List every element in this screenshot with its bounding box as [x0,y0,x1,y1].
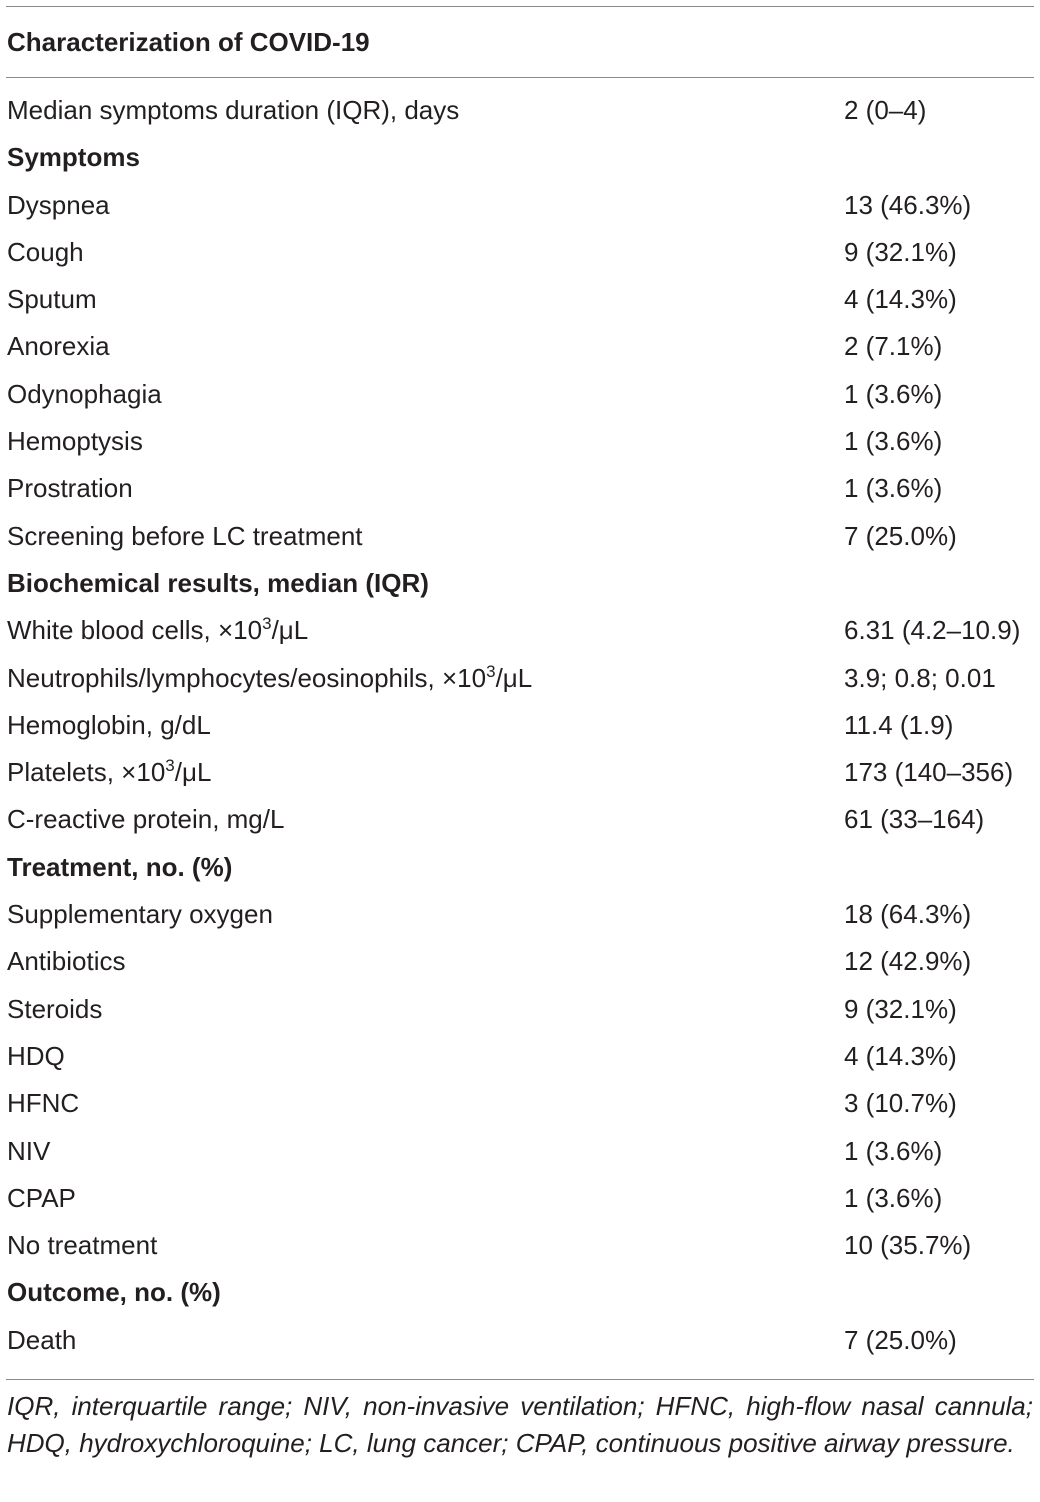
row-value: 2 (7.1%) [844,331,943,362]
row-label: Hemoptysis [7,426,143,457]
row-value: 1 (3.6%) [844,1182,943,1213]
row-value: 3 (10.7%) [844,1088,957,1119]
table-row: Cough 9 (32.1%) [0,230,1040,277]
table-row: Death 7 (25.0%) [0,1318,1040,1365]
row-value: 4 (14.3%) [844,1040,957,1071]
row-label-unit: /μL [174,757,212,788]
section-header-label: Biochemical results, median (IQR) [7,567,429,598]
row-label-superscript: 3 [486,661,496,681]
row-label: Supplementary oxygen [7,899,273,930]
row-value: 61 (33–164) [844,804,985,835]
section-header-row: Treatment, no. (%) [0,845,1040,892]
row-label: Odynophagia [7,378,162,409]
table-row: No treatment 10 (35.7%) [0,1223,1040,1270]
table-header-rule [6,77,1034,78]
section-header-label: Treatment, no. (%) [7,851,233,882]
row-label: Antibiotics [7,946,126,977]
table-bottom-rule [6,1379,1034,1380]
row-value: 1 (3.6%) [844,426,943,457]
table-row: Median symptoms duration (IQR), days 2 (0… [0,88,1040,135]
row-label: NIV [7,1135,51,1166]
table-row: White blood cells, ×103/μL 6.31 (4.2–10.9… [0,608,1040,655]
row-label: HDQ [7,1040,65,1071]
row-value: 1 (3.6%) [844,1135,943,1166]
row-label: Platelets, ×103/μL [7,756,211,788]
row-label-unit: /μL [495,662,533,693]
section-header-label: Outcome, no. (%) [7,1277,221,1308]
section-header-row: Biochemical results, median (IQR) [0,561,1040,608]
row-label-superscript: 3 [165,756,175,776]
row-value: 13 (46.3%) [844,189,972,220]
row-label: C-reactive protein, mg/L [7,804,285,835]
table-footnote: IQR, interquartile range; NIV, non-invas… [7,1391,1033,1458]
table-row: C-reactive protein, mg/L 61 (33–164) [0,797,1040,844]
table-row: Neutrophils/lymphocytes/eosinophils, ×10… [0,656,1040,703]
table-title: Characterization of COVID-19 [7,27,370,57]
row-value: 12 (42.9%) [844,946,972,977]
row-value: 1 (3.6%) [844,473,943,504]
table-row: Steroids 9 (32.1%) [0,987,1040,1034]
row-label: Screening before LC treatment [7,520,363,551]
table-row: Screening before LC treatment 7 (25.0%) [0,514,1040,561]
row-label-text: Platelets, ×10 [7,757,166,788]
table-row: Platelets, ×103/μL 173 (140–356) [0,750,1040,797]
row-label: CPAP [7,1182,76,1213]
row-value: 9 (32.1%) [844,993,957,1024]
row-label: Dyspnea [7,189,110,220]
row-value: 173 (140–356) [844,757,1014,788]
row-label-superscript: 3 [262,614,272,634]
row-label: Median symptoms duration (IQR), days [7,95,460,125]
row-value: 18 (64.3%) [844,899,972,930]
row-value: 3.9; 0.8; 0.01 [844,662,996,693]
row-value: 9 (32.1%) [844,236,957,267]
section-header-row: Symptoms [0,135,1040,182]
row-value: 10 (35.7%) [844,1230,972,1261]
row-label-text: White blood cells, ×10 [7,615,263,646]
row-label: Steroids [7,993,103,1024]
table-row: Hemoglobin, g/dL 11.4 (1.9) [0,703,1040,750]
table-row: CPAP 1 (3.6%) [0,1176,1040,1223]
row-label: Neutrophils/lymphocytes/eosinophils, ×10… [7,662,532,694]
table-top-rule [6,6,1034,7]
row-value: 1 (3.6%) [844,378,943,409]
table-row: Supplementary oxygen 18 (64.3%) [0,892,1040,939]
row-label: Cough [7,236,84,267]
row-value: 2 (0–4) [844,95,927,125]
row-value: 7 (25.0%) [844,520,957,551]
row-value: 11.4 (1.9) [844,709,954,740]
section-header-row: Outcome, no. (%) [0,1270,1040,1317]
row-label: Death [7,1324,77,1355]
row-value: 7 (25.0%) [844,1324,957,1355]
row-label: Prostration [7,473,133,504]
table-row: HFNC 3 (10.7%) [0,1081,1040,1128]
row-label: HFNC [7,1088,80,1119]
row-label-unit: /μL [271,615,309,646]
table-row: NIV 1 (3.6%) [0,1129,1040,1176]
table-row: HDQ 4 (14.3%) [0,1034,1040,1081]
row-label: Hemoglobin, g/dL [7,709,211,740]
row-value: 4 (14.3%) [844,284,957,315]
table-row: Sputum 4 (14.3%) [0,277,1040,324]
row-label-text: Neutrophils/lymphocytes/eosinophils, ×10 [7,662,487,693]
row-label: No treatment [7,1230,158,1261]
table-row: Prostration 1 (3.6%) [0,466,1040,513]
row-label: Sputum [7,284,97,315]
table-row: Anorexia 2 (7.1%) [0,324,1040,371]
table-row: Dyspnea 13 (46.3%) [0,183,1040,230]
row-label: Anorexia [7,331,110,362]
section-header-label: Symptoms [7,142,140,173]
row-label: White blood cells, ×103/μL [7,614,308,646]
table-body: Median symptoms duration (IQR), days 2 (0… [0,88,1040,1365]
table-row: Antibiotics 12 (42.9%) [0,939,1040,986]
table-row: Hemoptysis 1 (3.6%) [0,419,1040,466]
row-value: 6.31 (4.2–10.9) [844,615,1021,646]
table-row: Odynophagia 1 (3.6%) [0,372,1040,419]
